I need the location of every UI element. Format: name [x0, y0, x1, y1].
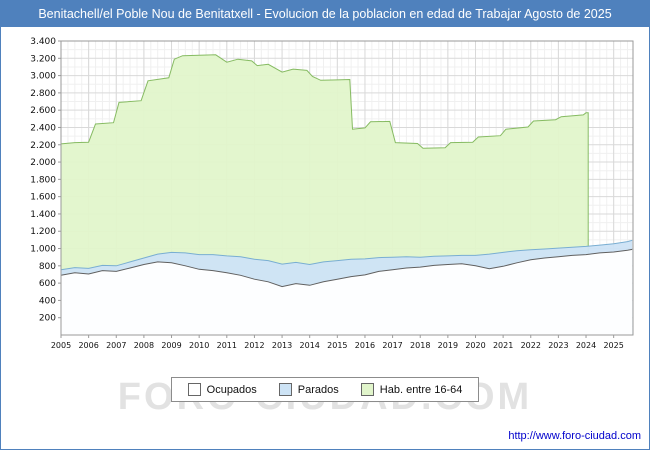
- svg-text:2025: 2025: [603, 341, 623, 350]
- svg-text:2019: 2019: [438, 341, 458, 350]
- svg-text:2012: 2012: [244, 341, 264, 350]
- legend-swatch-parados: [278, 383, 292, 396]
- svg-text:1.600: 1.600: [30, 193, 56, 203]
- svg-text:2009: 2009: [161, 341, 181, 350]
- svg-text:2005: 2005: [51, 341, 71, 350]
- svg-text:2021: 2021: [493, 341, 513, 350]
- svg-text:800: 800: [39, 262, 56, 272]
- population-area-chart: 200 400 600 800 1.000 1.200 1.400 1.600 1.800 2.0…: [30, 37, 634, 350]
- svg-text:2015: 2015: [327, 341, 347, 350]
- svg-text:2020: 2020: [465, 341, 485, 350]
- svg-text:2008: 2008: [134, 341, 154, 350]
- svg-text:2.200: 2.200: [30, 141, 56, 151]
- svg-text:2018: 2018: [410, 341, 430, 350]
- svg-text:200: 200: [39, 314, 56, 324]
- svg-text:2006: 2006: [78, 341, 98, 350]
- legend-item-parados: Parados: [278, 383, 339, 396]
- svg-text:2017: 2017: [382, 341, 402, 350]
- svg-text:2022: 2022: [521, 341, 541, 350]
- svg-text:2.800: 2.800: [30, 89, 56, 99]
- svg-text:3.400: 3.400: [30, 37, 56, 47]
- legend-area: FORO-CIUDAD.COM Ocupados Parados Hab. en…: [1, 376, 649, 437]
- svg-text:1.200: 1.200: [30, 227, 56, 237]
- legend-label-parados: Parados: [297, 383, 339, 396]
- legend-item-ocupados: Ocupados: [187, 383, 257, 396]
- legend-swatch-ocupados: [187, 383, 201, 396]
- svg-text:2023: 2023: [548, 341, 568, 350]
- svg-text:3.200: 3.200: [30, 54, 56, 64]
- svg-text:2024: 2024: [576, 341, 596, 350]
- legend-label-hab-16-64: Hab. entre 16-64: [379, 383, 463, 396]
- svg-text:1.400: 1.400: [30, 210, 56, 220]
- svg-text:1.800: 1.800: [30, 175, 56, 185]
- svg-text:2.400: 2.400: [30, 123, 56, 133]
- svg-text:2007: 2007: [106, 341, 126, 350]
- legend-swatch-hab-16-64: [360, 383, 374, 396]
- svg-text:2.600: 2.600: [30, 106, 56, 116]
- svg-text:2016: 2016: [355, 341, 375, 350]
- svg-text:400: 400: [39, 296, 56, 306]
- svg-text:2.000: 2.000: [30, 158, 56, 168]
- svg-text:600: 600: [39, 279, 56, 289]
- svg-text:2011: 2011: [217, 341, 237, 350]
- legend-label-ocupados: Ocupados: [206, 383, 257, 396]
- legend-item-hab-16-64: Hab. entre 16-64: [360, 383, 463, 396]
- page-title: Benitachell/el Poble Nou de Benitatxell …: [1, 1, 649, 27]
- svg-text:3.000: 3.000: [30, 72, 56, 82]
- svg-text:1.000: 1.000: [30, 245, 56, 255]
- footer-link[interactable]: http://www.foro-ciudad.com: [508, 430, 641, 442]
- svg-text:2013: 2013: [272, 341, 292, 350]
- svg-text:2010: 2010: [189, 341, 209, 350]
- svg-text:2014: 2014: [300, 341, 320, 350]
- legend: Ocupados Parados Hab. entre 16-64: [170, 377, 480, 402]
